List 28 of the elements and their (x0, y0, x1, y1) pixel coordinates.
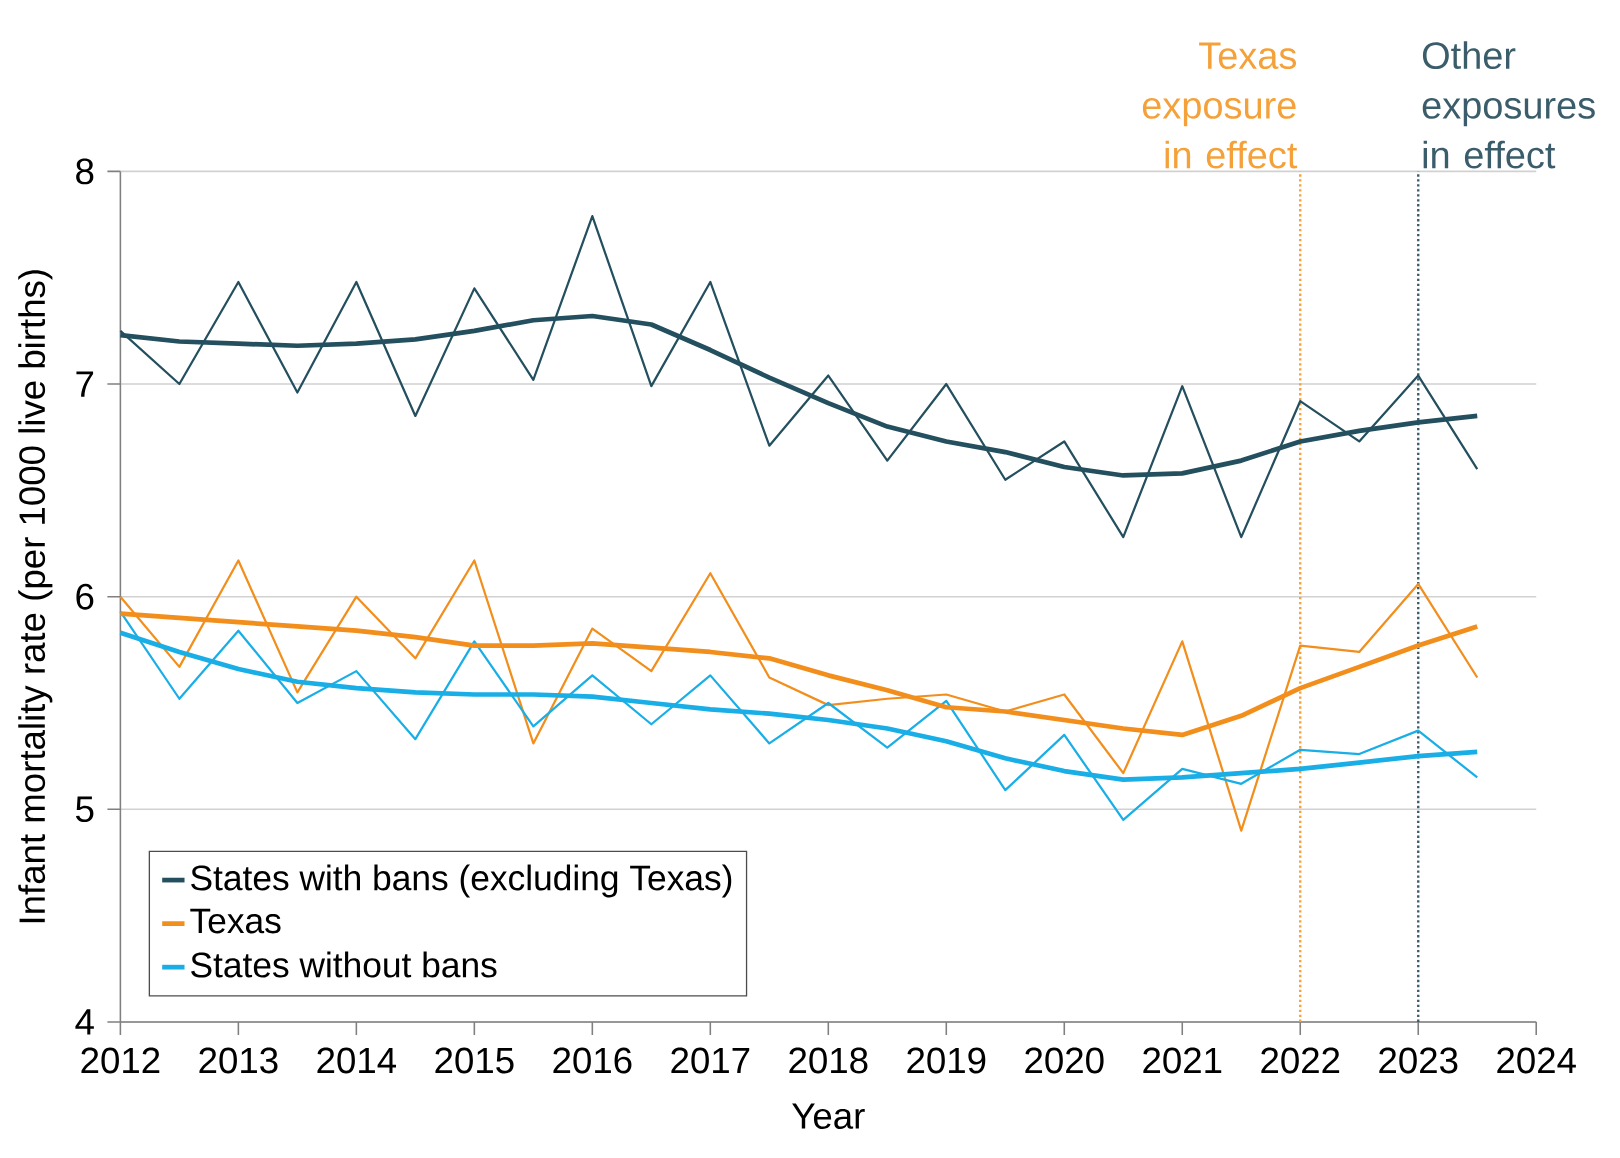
line-series (119, 559, 1479, 832)
x-tick-label: 2024 (1497, 1047, 1576, 1074)
legend-label: States with bans (excluding Texas) (191, 864, 732, 898)
line-series (119, 610, 1479, 822)
x-tick-label: 2016 (553, 1047, 632, 1074)
x-tick-label: 2022 (1261, 1047, 1340, 1074)
x-tick-label: 2023 (1379, 1047, 1458, 1074)
y-tick-label: 4 (75, 1009, 94, 1035)
y-tick-label: 8 (76, 158, 94, 185)
y-tick-label: 5 (76, 796, 94, 823)
y-tick-label: 6 (76, 583, 94, 610)
x-tick-label: 2018 (789, 1047, 868, 1074)
x-tick-label: 2019 (907, 1047, 986, 1074)
x-tick-label: 2013 (199, 1047, 278, 1074)
ref-line-label: Other exposures in effect (1422, 41, 1595, 169)
legend-label: States without bans (191, 951, 497, 978)
x-tick-label: 2012 (81, 1047, 160, 1074)
legend-label: Texas (190, 908, 281, 934)
ref-line-label: Texas exposure in effect (1142, 42, 1298, 169)
x-tick-label: 2020 (1025, 1047, 1104, 1074)
x-tick-label: 2015 (435, 1047, 514, 1074)
x-axis-title: Year (792, 1103, 865, 1129)
x-tick-label: 2014 (317, 1047, 397, 1074)
x-tick-label: 2021 (1143, 1047, 1222, 1074)
y-tick-label: 7 (76, 371, 94, 397)
y-axis-title: Infant mortality rate (per 1000 live births) (18, 270, 53, 923)
line-series (119, 214, 1479, 539)
x-tick-label: 2017 (671, 1047, 750, 1074)
